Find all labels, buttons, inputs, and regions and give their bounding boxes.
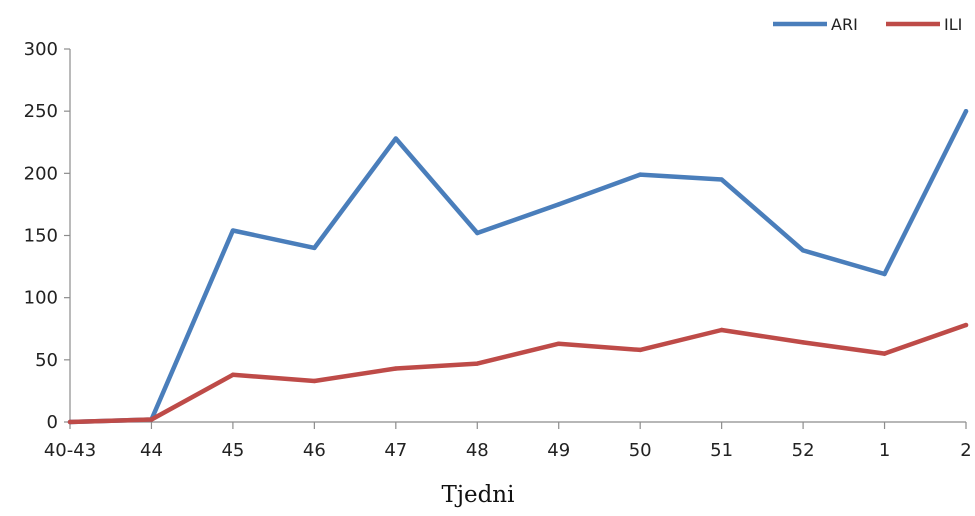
x-tick-label: 51 [710,440,733,461]
x-tick-label: 45 [221,440,244,461]
x-tick-label: 1 [879,440,890,461]
data-point-ili [230,372,236,377]
data-point-ili [963,322,969,328]
x-tick-label: 44 [140,440,163,461]
y-tick-label: 300 [24,39,58,60]
data-point-ari [882,271,887,277]
y-tick-label: 250 [24,101,58,122]
legend-label-ari: ARI [831,15,858,34]
x-axis-title: Tjedni [442,482,515,508]
x-tick-label: 48 [466,440,489,461]
x-tick-label: 47 [384,440,407,461]
y-tick-label: 0 [47,412,58,433]
series-line-ili [67,322,969,425]
legend-label-ili: ILI [944,15,962,34]
x-tick-label: 50 [629,440,652,461]
legend: ARI ILI [773,15,962,34]
data-point-ari [393,136,399,141]
data-point-ili [393,366,399,371]
x-axis: 40-43 44 45 46 47 48 49 50 51 52 1 2 [44,421,972,461]
data-point-ili [312,378,317,384]
data-point-ari [637,172,643,177]
data-point-ili [67,419,73,425]
y-tick-label: 50 [35,350,58,371]
x-tick-label: 49 [547,440,570,461]
x-tick-label: 2 [960,440,971,461]
data-point-ili [882,351,887,356]
series-line-ari [67,108,969,425]
y-tick-label: 100 [24,288,58,309]
data-point-ili [719,327,724,333]
data-point-ili [149,417,154,422]
x-tick-label: 46 [303,440,326,461]
data-point-ili [556,341,561,346]
data-point-ari [556,202,561,207]
series-layer [67,108,969,425]
y-tick-label: 200 [24,163,58,184]
data-point-ari [719,177,724,182]
data-point-ili [800,340,806,345]
data-point-ili [637,347,643,353]
data-point-ari [963,108,969,114]
y-axis: 0 50 100 150 200 250 300 [24,39,71,433]
y-tick-label: 150 [24,226,58,247]
data-point-ili [475,361,480,366]
x-tick-label: 40-43 [44,440,96,461]
data-point-ari [230,228,236,233]
data-point-ari [312,245,317,251]
data-point-ari [475,230,480,236]
data-point-ari [800,248,806,253]
x-tick-label: 52 [792,440,815,461]
